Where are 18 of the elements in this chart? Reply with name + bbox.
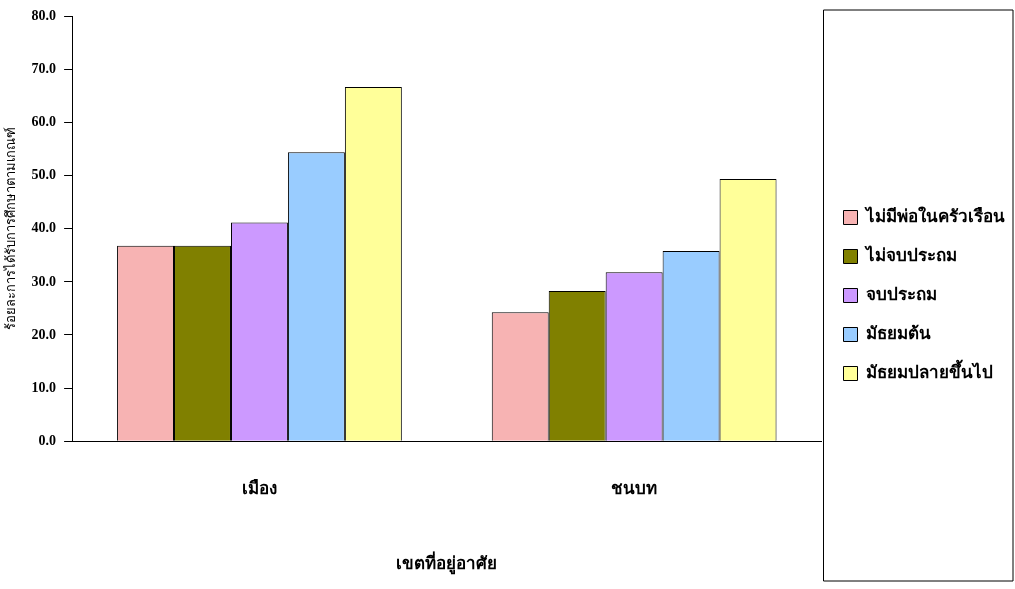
legend-label: จบประถม — [866, 284, 937, 304]
x-axis-title: เขตที่อยู่อาศัย — [396, 551, 498, 576]
legend-label: ไม่จบประถม — [864, 244, 957, 265]
y-tick-label: 70.0 — [31, 61, 57, 77]
x-tick-label: เมือง — [241, 477, 277, 498]
legend-label: มัธยมปลายขึ้นไป — [866, 358, 993, 382]
y-tick-label: 50.0 — [31, 167, 57, 183]
y-tick-label: 10.0 — [31, 379, 57, 395]
legend-label: ไม่มีพ่อในครัวเรือน — [864, 205, 1005, 226]
y-tick-label: 20.0 — [31, 326, 57, 342]
y-tick-label: 40.0 — [31, 220, 57, 236]
x-tick-label: ชนบท — [611, 478, 658, 498]
legend-label: มัธยมต้น — [866, 323, 931, 343]
y-tick-label: 0.0 — [38, 432, 57, 448]
y-axis-title: ร้อยละการได้รับการศึกษาตามเกณฑ์ — [3, 127, 19, 331]
y-tick-label: 30.0 — [31, 273, 57, 289]
y-tick-label: 80.0 — [31, 8, 57, 24]
y-tick-label: 60.0 — [31, 114, 57, 130]
